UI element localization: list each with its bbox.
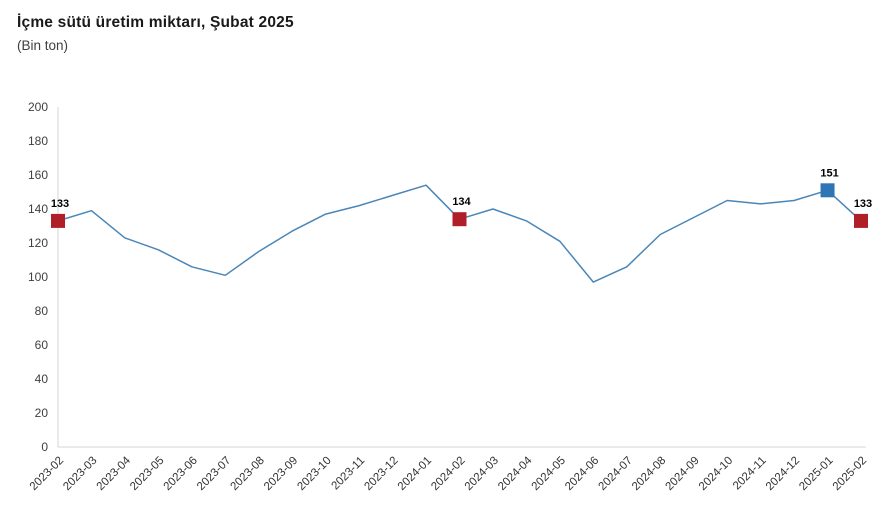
y-tick-label: 20 (35, 406, 49, 420)
x-tick-label: 2025-01 (797, 455, 835, 493)
x-tick-label: 2023-06 (162, 455, 200, 493)
x-tick-label: 2023-03 (61, 455, 99, 493)
y-tick-label: 160 (28, 168, 48, 182)
y-tick-label: 200 (28, 100, 48, 114)
x-tick-label: 2025-02 (831, 455, 869, 493)
x-tick-label: 2023-07 (195, 455, 233, 493)
x-tick-label: 2023-05 (128, 455, 166, 493)
x-tick-label: 2023-02 (28, 455, 66, 493)
x-tick-label: 2023-04 (95, 454, 134, 493)
chart-subtitle: (Bin ton) (17, 38, 69, 53)
y-tick-label: 140 (28, 202, 48, 216)
x-tick-label: 2023-10 (295, 455, 333, 493)
point-value-label: 134 (452, 196, 471, 208)
y-tick-label: 0 (41, 440, 48, 454)
x-tick-label: 2023-12 (362, 455, 400, 493)
y-tick-label: 40 (35, 372, 49, 386)
highlight-marker (452, 212, 467, 227)
x-tick-label: 2024-04 (496, 454, 535, 493)
y-tick-label: 100 (28, 270, 48, 284)
x-tick-label: 2024-08 (630, 455, 668, 493)
y-tick-label: 80 (35, 304, 49, 318)
chart-title: İçme sütü üretim miktarı, Şubat 2025 (17, 14, 294, 31)
highlight-marker (820, 183, 835, 198)
y-tick-label: 60 (35, 338, 49, 352)
x-tick-label: 2024-12 (764, 455, 802, 493)
x-tick-label: 2024-03 (463, 455, 501, 493)
x-tick-label: 2024-05 (530, 455, 568, 493)
point-value-label: 133 (854, 198, 872, 210)
x-tick-label: 2024-09 (663, 455, 701, 493)
x-tick-label: 2024-07 (597, 455, 635, 493)
highlight-marker (854, 213, 868, 228)
x-tick-label: 2024-01 (396, 455, 434, 493)
x-tick-label: 2023-09 (262, 455, 300, 493)
highlight-marker (51, 213, 65, 228)
y-tick-label: 180 (28, 134, 48, 148)
x-tick-label: 2024-02 (429, 455, 467, 493)
x-tick-label: 2024-11 (731, 455, 769, 493)
x-tick-label: 2024-06 (563, 455, 601, 493)
point-value-label: 151 (820, 167, 838, 179)
x-tick-label: 2024-10 (697, 455, 735, 493)
y-tick-label: 120 (28, 236, 48, 250)
point-value-label: 133 (51, 198, 69, 210)
x-tick-label: 2023-08 (229, 455, 267, 493)
x-tick-label: 2023-11 (330, 455, 368, 493)
